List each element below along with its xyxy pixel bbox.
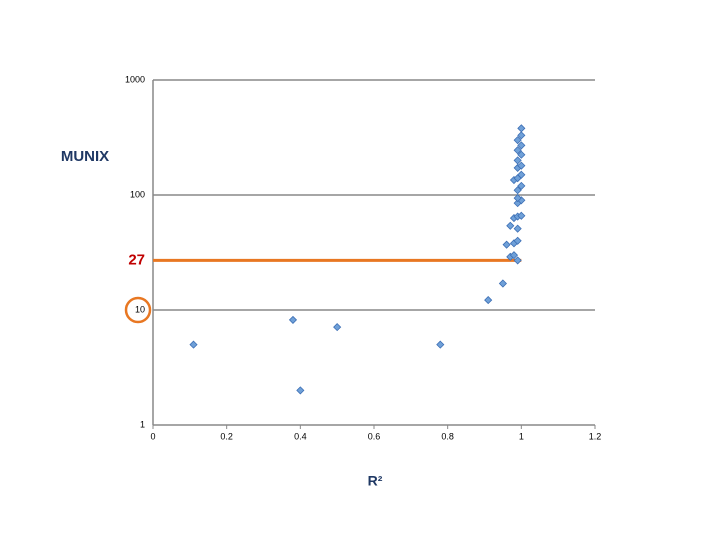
point (513, 186, 522, 195)
point (509, 251, 519, 260)
point (513, 156, 522, 165)
point (517, 211, 526, 220)
point (513, 136, 522, 145)
x-tick-label: 0.6 (368, 431, 381, 441)
point (513, 194, 522, 203)
y-tick-label: 1 (140, 419, 145, 429)
reference-label: 27 (128, 251, 145, 268)
x-tick-label: 1.2 (589, 431, 602, 441)
point (296, 386, 305, 395)
point (517, 181, 526, 190)
point (517, 131, 526, 140)
x-tick-label: 0.8 (441, 431, 454, 441)
point (189, 340, 198, 349)
point (513, 224, 522, 233)
point (498, 279, 507, 288)
point (513, 256, 522, 265)
point (436, 340, 445, 349)
y-axis-title: MUNIX (61, 148, 109, 165)
highlight-circle (124, 296, 152, 324)
x-tick-label: 0 (150, 431, 155, 441)
y-tick-label: 10 (135, 304, 145, 314)
point (484, 296, 493, 305)
point (333, 323, 342, 332)
point (517, 150, 526, 159)
point (517, 161, 526, 170)
y-tick-label: 1000 (125, 74, 145, 84)
point (517, 141, 526, 150)
point (288, 315, 298, 324)
x-tick-label: 0.2 (220, 431, 233, 441)
x-tick-label: 0.4 (294, 431, 307, 441)
point (513, 236, 522, 245)
y-tick-label: 100 (130, 189, 145, 199)
point (513, 146, 522, 155)
point (506, 221, 515, 230)
x-axis-title: R² (368, 473, 383, 489)
point (517, 124, 526, 133)
x-tick-label: 1 (519, 431, 524, 441)
point (517, 170, 526, 179)
point (502, 240, 511, 249)
